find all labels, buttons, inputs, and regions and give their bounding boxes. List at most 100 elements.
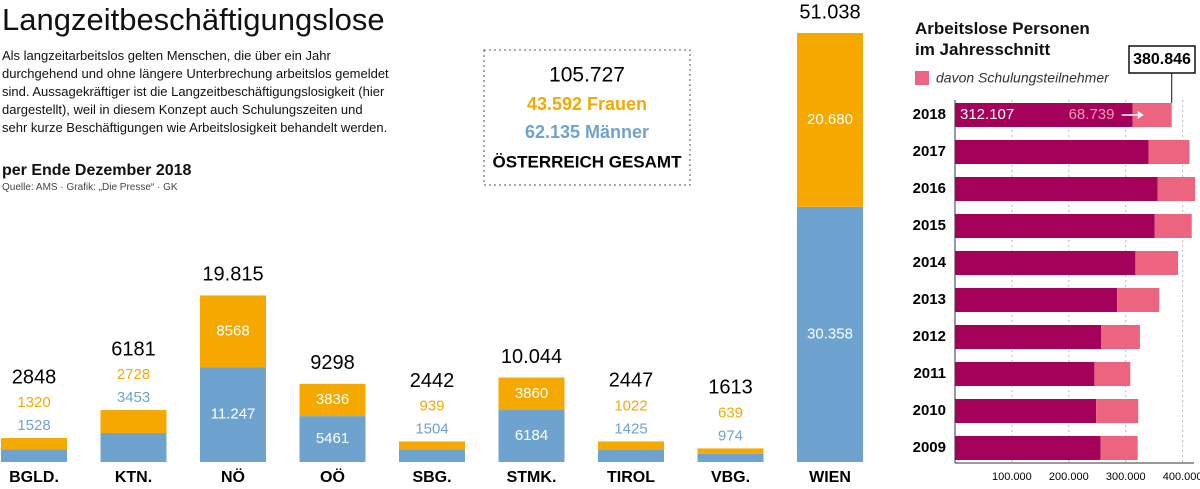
bar-segment	[200, 295, 266, 368]
bar-segment	[399, 449, 465, 462]
category-label: 2014	[913, 254, 947, 271]
bar-segment	[955, 103, 1133, 127]
x-tick-label: 200.000	[1049, 471, 1089, 483]
value-label: 639	[718, 404, 743, 421]
bar-segment	[1100, 436, 1138, 460]
category-label: 2010	[913, 402, 946, 419]
bar-segment	[955, 325, 1102, 349]
bar-segment	[697, 453, 764, 462]
source: Quelle: AMS · Grafik: „Die Presse“ · GK	[2, 182, 178, 193]
category-label: NÖ	[221, 467, 245, 486]
value-label: 2728	[117, 366, 150, 383]
category-label: 2012	[913, 328, 946, 345]
bar-segment	[1135, 251, 1179, 275]
x-tick-label: 300.000	[1106, 471, 1146, 483]
category-label: SBG.	[412, 469, 451, 486]
value-label: 6184	[515, 427, 548, 444]
total-label: 1613	[708, 377, 753, 399]
bar-segment	[955, 399, 1097, 423]
arrow-head	[1137, 111, 1144, 119]
value-label: 3860	[515, 385, 548, 402]
value-label: 11.247	[211, 406, 256, 423]
value-label: 3836	[316, 391, 349, 408]
bar-segment	[299, 383, 366, 417]
description: Als langzeitarbeitslos gelten Menschen, …	[2, 48, 389, 135]
value-label: 3453	[117, 389, 150, 406]
x-tick-label: 100.000	[992, 471, 1032, 483]
value-label: 939	[419, 397, 444, 414]
total-label: 9298	[310, 352, 355, 374]
category-label: 2018	[913, 106, 946, 123]
total-label: 51.038	[799, 1, 860, 23]
category-label: 2009	[913, 439, 946, 456]
category-label: KTN.	[115, 469, 152, 486]
bar-segment	[955, 362, 1095, 386]
bar-segment	[299, 416, 366, 462]
bar-segment	[1, 438, 67, 450]
chart-title: Arbeitslose Personen im Jahresschnitt	[915, 19, 1090, 59]
bar-segment	[955, 177, 1158, 201]
category-label: STMK.	[507, 469, 557, 486]
value-label: 5461	[316, 430, 349, 447]
category-label: VBG.	[711, 469, 750, 486]
value-label: 68.739	[1069, 106, 1115, 123]
value-label: 1504	[415, 420, 448, 437]
total-label: 19.815	[202, 264, 263, 286]
x-tick-label: 400.000	[1163, 471, 1200, 483]
bar-segment	[1094, 362, 1131, 386]
bar-segment	[100, 432, 167, 462]
bar-segment	[399, 441, 465, 450]
total-label: 6181	[111, 338, 156, 360]
legend-label: davon Schulungsteilnehmer	[936, 70, 1110, 86]
bar-segment	[797, 33, 863, 207]
bar-segment	[598, 450, 664, 462]
summary-women: 43.592 Frauen	[527, 94, 647, 114]
bar-segment	[955, 214, 1155, 238]
date-label: per Ende Dezember 2018	[2, 162, 192, 179]
summary-label: ÖSTERREICH GESAMT	[493, 152, 683, 171]
value-label: 312.107	[960, 106, 1014, 123]
category-label: 2013	[913, 291, 946, 308]
total-label: 2848	[12, 366, 57, 388]
category-label: 2016	[913, 180, 946, 197]
bar-segment	[498, 410, 565, 462]
bar-segment	[1157, 177, 1196, 201]
value-label: 20.680	[807, 111, 853, 128]
bar-segment	[1101, 325, 1140, 349]
category-label: 2015	[913, 217, 946, 234]
category-label: BGLD.	[9, 469, 59, 486]
bar-segment	[1154, 214, 1192, 238]
total-label: 10.044	[501, 346, 562, 368]
bar-segment	[498, 377, 565, 411]
bar-segment	[1, 449, 67, 462]
category-label: WIEN	[809, 469, 851, 486]
bar-segment	[955, 436, 1101, 460]
value-label: 974	[718, 427, 743, 444]
bar-segment	[955, 288, 1118, 312]
bar-segment	[598, 441, 664, 451]
value-label: 1425	[614, 420, 647, 437]
bar-segment	[797, 206, 863, 462]
bar-segment	[100, 410, 167, 433]
page-title: Langzeitbeschäftigungslose	[2, 2, 385, 37]
category-label: OÖ	[320, 467, 345, 486]
summary-total: 105.727	[549, 64, 625, 87]
bar-segment	[1096, 399, 1139, 423]
callout-label: 380.846	[1133, 51, 1191, 68]
value-label: 30.358	[807, 325, 853, 342]
bar-segment	[955, 140, 1149, 164]
legend-swatch	[915, 71, 929, 85]
bar-segment	[955, 251, 1136, 275]
value-label: 8568	[216, 322, 249, 339]
summary-men: 62.135 Männer	[525, 122, 649, 142]
value-label: 1320	[17, 394, 50, 411]
value-label: 1022	[614, 397, 647, 414]
category-label: TIROL	[607, 469, 655, 486]
bar-segment	[200, 367, 266, 462]
value-label: 1528	[17, 417, 50, 434]
category-label: 2011	[913, 365, 946, 382]
total-label: 2442	[410, 370, 455, 392]
callout-box	[1128, 45, 1196, 74]
